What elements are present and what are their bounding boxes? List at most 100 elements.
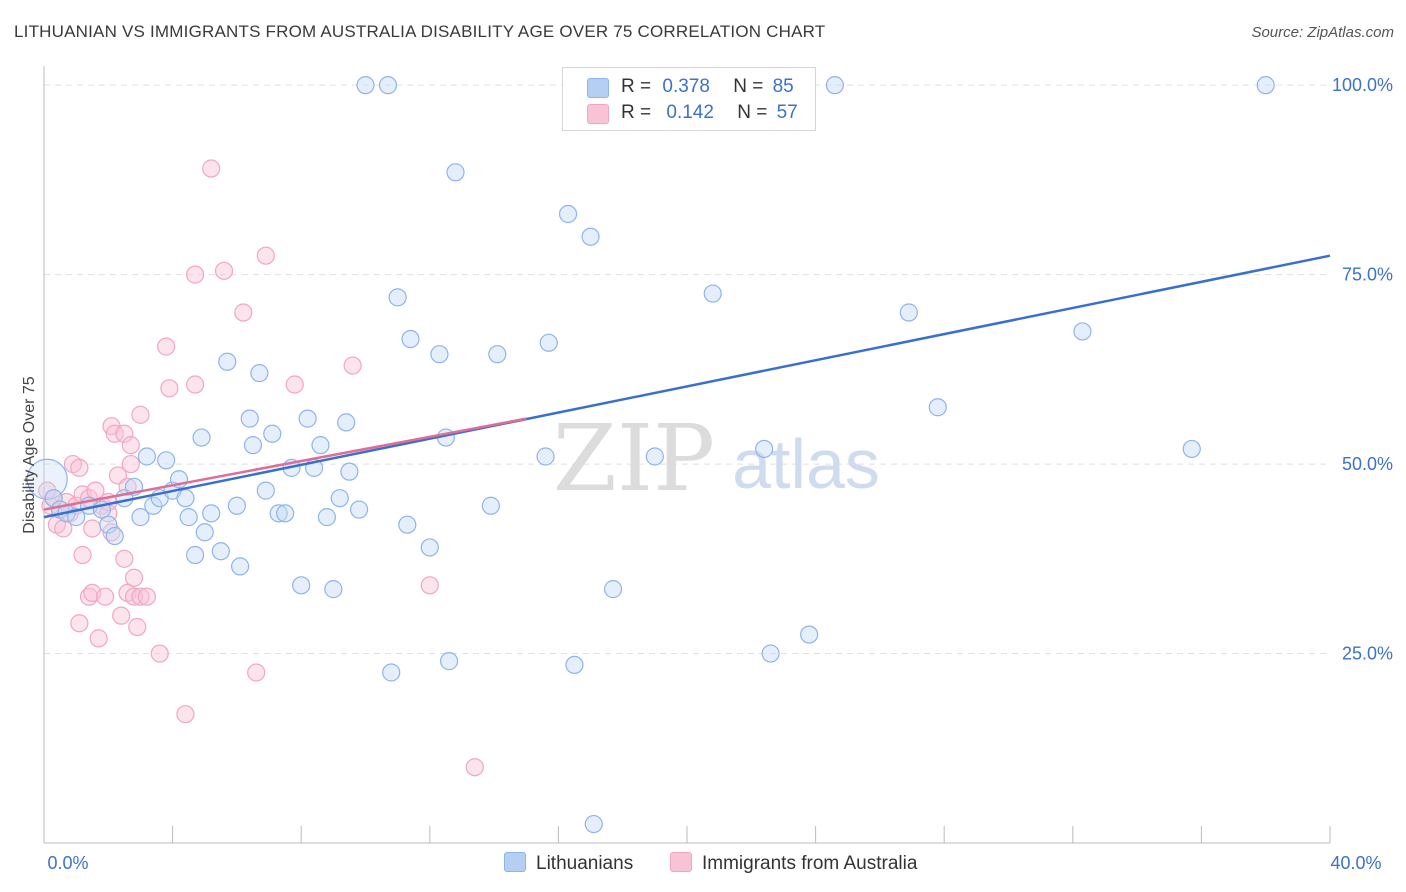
lithuanians-point	[446, 163, 465, 182]
lithuanians-point	[703, 284, 722, 303]
lithuanians-point	[67, 508, 86, 527]
lithuanians-point	[337, 413, 356, 432]
lithuanians-point	[176, 489, 195, 508]
lithuanians-point	[227, 496, 246, 515]
lithuanians-point	[388, 288, 407, 307]
legend-swatch-blue	[587, 78, 609, 98]
immigrants-point	[176, 705, 195, 724]
lithuanians-point	[401, 329, 420, 349]
immigrants-point	[256, 246, 275, 265]
immigrants-point	[157, 337, 176, 356]
immigrants-point	[89, 629, 108, 648]
immigrants-point	[234, 303, 253, 322]
immigrants-point	[73, 545, 92, 565]
immigrants-point	[186, 265, 205, 284]
lithuanians-point	[317, 508, 337, 527]
lithuanians-point	[131, 508, 150, 527]
lithuanians-point	[292, 576, 311, 595]
immigrants-point	[186, 375, 205, 394]
immigrants-point	[118, 477, 137, 496]
immigrants-point	[420, 576, 439, 595]
immigrants-point	[285, 375, 304, 394]
lithuanians-point	[539, 333, 558, 352]
immigrants-point	[121, 454, 140, 474]
correlation-legend: R = 0.378 N = 85 R = 0.142 N = 57	[562, 67, 816, 131]
axes	[43, 66, 1331, 844]
lithuanians-point	[899, 303, 918, 322]
lithuanians-point	[1073, 322, 1092, 341]
lithuanians-point	[349, 500, 369, 519]
lithuanians-point	[1182, 439, 1201, 459]
immigrants-point	[54, 519, 73, 538]
lithuanians-point	[430, 345, 449, 364]
lithuanians-point	[192, 428, 211, 447]
immigrants-point	[115, 424, 134, 443]
immigrants-point	[137, 587, 156, 606]
immigrants-point	[214, 261, 234, 280]
lithuanians-point	[105, 526, 124, 546]
bottom-legend-label-immigrants: Immigrants from Australia	[702, 853, 918, 874]
lithuanians-point	[144, 496, 163, 515]
bottom-legend-lithuanians: Lithuanians	[504, 852, 633, 875]
lithuanians-point	[202, 504, 221, 523]
immigrants-point	[70, 614, 89, 633]
lithuanians-point	[565, 655, 584, 675]
lithuanians-point	[645, 447, 664, 466]
legend-r-value: 0.378	[662, 76, 710, 97]
lithuanians-point	[761, 644, 780, 663]
lithuanians-point	[137, 447, 156, 466]
legend-r-label: R =	[621, 102, 652, 123]
immigrants-point	[465, 758, 484, 777]
lithuanians-point	[186, 545, 205, 565]
watermark-atlas: atlas	[732, 425, 880, 503]
legend-r-value: 0.142	[666, 102, 714, 123]
lithuanians-point	[250, 364, 269, 383]
lithuanians-point	[1256, 76, 1275, 95]
legend-swatch-pink	[587, 104, 609, 124]
immigrants-point	[247, 663, 266, 682]
lithuanians-point	[195, 523, 214, 542]
immigrants-point	[95, 587, 115, 606]
y-axis-title: Disability Age Over 75	[21, 376, 38, 534]
lithuanians-point	[311, 436, 330, 455]
lithuanians-point	[398, 515, 417, 534]
legend-n-label: N =	[733, 76, 764, 97]
lithuanians-point	[825, 76, 844, 95]
source-label: Source: ZipAtlas.com	[1251, 24, 1394, 41]
immigrants-point	[160, 379, 179, 398]
trend-lines	[43, 254, 1331, 519]
lithuanians-point	[584, 814, 603, 834]
legend-n-value: 57	[776, 102, 798, 123]
immigrants-point	[105, 424, 124, 443]
immigrants-point	[112, 606, 131, 625]
legend-n-label: N =	[737, 102, 768, 123]
lithuanians-point	[26, 458, 68, 500]
lithuanians-point	[581, 227, 600, 246]
lithuanians-point	[243, 436, 263, 455]
lithuanians-point	[928, 398, 947, 417]
immigrants-point	[131, 587, 150, 606]
immigrants-point	[128, 617, 147, 637]
y-tick-label-50: 50.0%	[1342, 454, 1393, 474]
immigrants-point	[131, 405, 150, 424]
immigrants-trend-line	[43, 417, 527, 511]
lithuanians-point	[276, 504, 295, 523]
legend-r-label: R =	[621, 76, 652, 97]
x-tick-label-min: 0.0%	[47, 853, 88, 873]
gridlines	[44, 84, 1330, 655]
lithuanians-point	[420, 538, 439, 557]
watermark: ZIP atlas	[553, 405, 880, 512]
y-tick-labels: 25.0% 50.0% 75.0% 100.0%	[1332, 75, 1393, 663]
lithuanians-point	[269, 504, 288, 523]
y-tick-label-75: 75.0%	[1342, 265, 1393, 285]
lithuanians-point	[211, 542, 230, 561]
lithuanians-point	[488, 345, 507, 364]
lithuanians-point	[330, 489, 349, 508]
immigrants-point	[124, 568, 144, 587]
lithuanians-point	[157, 451, 176, 470]
lithuanians-point	[603, 580, 623, 599]
lithuanians-point	[240, 409, 259, 428]
chart-title: LITHUANIAN VS IMMIGRANTS FROM AUSTRALIA …	[14, 22, 826, 41]
immigrants-point	[70, 458, 89, 477]
